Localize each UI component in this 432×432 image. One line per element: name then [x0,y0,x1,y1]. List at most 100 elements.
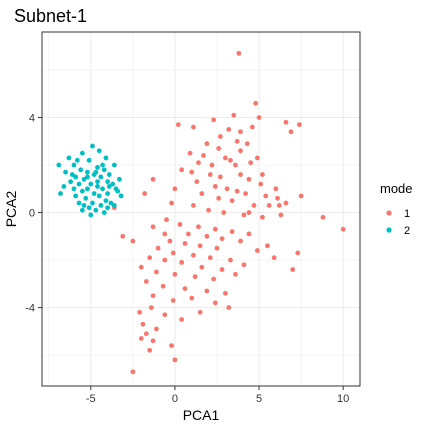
data-point-mode-1 [233,162,238,168]
data-point-mode-1 [246,176,252,182]
data-point-mode-1 [222,290,228,296]
data-point-mode-2 [95,184,100,189]
data-point-mode-1 [182,286,188,291]
data-point-mode-1 [246,231,252,237]
data-point-mode-1 [194,179,200,185]
data-point-mode-2 [81,176,87,182]
plot-border [41,31,361,387]
data-point-mode-1 [162,231,168,237]
data-point-mode-2 [106,172,112,177]
data-point-mode-1 [238,238,243,244]
data-point-mode-1 [160,283,166,289]
data-point-mode-1 [187,150,193,156]
data-point-mode-1 [154,326,159,332]
data-point-mode-2 [61,184,67,189]
data-point-mode-1 [260,214,265,220]
y-tick-label: -4 [25,303,35,315]
data-point-mode-2 [95,179,100,185]
data-point-mode-1 [244,141,250,147]
data-point-mode-1 [147,347,153,353]
data-point-mode-2 [88,181,94,187]
data-point-mode-1 [143,279,149,284]
x-tick-label: -5 [86,393,96,405]
data-point-mode-1 [169,200,174,206]
data-point-mode-1 [177,222,183,227]
data-point-mode-1 [290,267,296,272]
data-point-mode-1 [169,343,174,349]
data-point-mode-2 [79,188,85,194]
data-point-mode-2 [85,174,90,180]
x-tick-label: 0 [172,393,178,405]
data-point-mode-1 [185,231,191,237]
data-point-mode-1 [288,129,294,135]
legend-title: mode [380,181,413,196]
data-point-mode-2 [101,210,107,215]
data-point-mode-1 [221,210,227,215]
data-point-mode-1 [130,238,136,244]
data-point-mode-2 [98,203,104,208]
data-point-mode-2 [58,191,63,196]
data-point-mode-2 [116,176,122,182]
data-point-mode-2 [71,162,77,168]
data-point-mode-1 [179,317,185,322]
data-point-mode-1 [150,224,156,230]
data-point-mode-2 [103,155,109,161]
data-point-mode-1 [191,203,196,208]
data-point-mode-1 [172,271,178,277]
data-point-mode-1 [253,100,259,106]
data-point-mode-1 [212,184,218,189]
data-point-mode-1 [172,357,178,363]
data-point-mode-1 [320,214,326,220]
data-point-mode-1 [154,269,159,275]
data-point-mode-2 [100,162,105,168]
data-point-mode-2 [73,193,79,199]
data-point-mode-1 [155,245,161,251]
data-point-mode-1 [271,255,277,261]
data-point-mode-1 [241,262,247,268]
data-point-mode-1 [254,248,260,253]
data-point-mode-1 [226,127,232,132]
data-point-mode-2 [106,184,112,189]
data-point-mode-2 [85,186,90,192]
data-point-mode-1 [196,160,201,166]
data-point-mode-2 [93,169,99,175]
x-tick-label: 5 [256,393,262,405]
data-point-mode-1 [192,274,198,280]
data-point-mode-1 [260,172,265,177]
data-point-mode-2 [76,200,82,206]
data-point-mode-1 [248,160,254,166]
data-point-mode-2 [79,150,85,156]
data-point-mode-2 [111,203,117,208]
data-point-mode-2 [74,157,80,163]
data-point-mode-1 [256,115,262,120]
data-point-mode-1 [297,122,302,128]
data-point-mode-2 [78,167,84,173]
data-point-mode-1 [216,195,222,201]
data-point-mode-1 [199,264,205,270]
data-point-mode-1 [143,331,149,337]
x-axis-title: PCA1 [183,407,220,423]
data-point-mode-1 [170,298,176,303]
data-point-mode-1 [265,243,270,249]
data-point-mode-1 [150,176,156,182]
data-point-mode-1 [164,217,169,223]
data-point-mode-1 [298,193,304,199]
data-point-mode-1 [197,243,203,249]
data-point-mode-1 [130,369,136,375]
data-point-mode-2 [105,191,111,196]
data-point-mode-1 [167,238,173,244]
data-point-mode-1 [233,271,238,277]
legend-label-2: 2 [404,225,410,237]
data-point-mode-1 [138,336,144,341]
data-point-mode-1 [179,167,185,173]
data-point-mode-1 [219,267,225,272]
legend: mode 12 [380,181,413,237]
data-point-mode-1 [238,172,243,177]
data-point-mode-1 [224,186,230,192]
data-point-mode-1 [234,138,240,144]
data-point-mode-1 [162,312,168,318]
data-point-mode-1 [219,236,225,242]
data-point-mode-1 [204,141,210,147]
data-point-mode-1 [209,162,215,168]
data-point-mode-1 [148,305,154,310]
